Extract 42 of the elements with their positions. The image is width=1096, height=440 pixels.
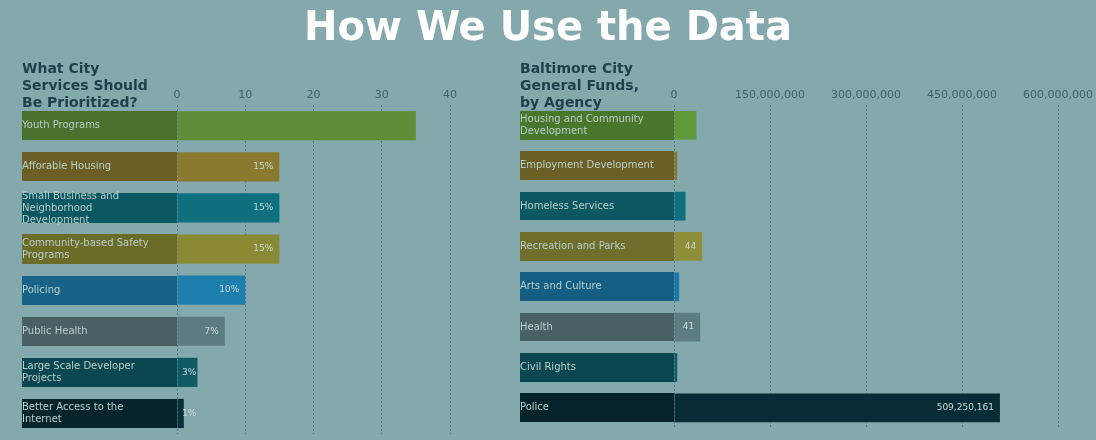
bar <box>177 398 184 429</box>
y-tick-label: Police <box>520 401 549 413</box>
data-label: 15% <box>253 202 274 213</box>
data-label: 10% <box>219 284 240 295</box>
x-tick-label: 300,000,000 <box>831 88 901 102</box>
y-tick-label: Recreation and Parks <box>520 240 626 252</box>
y-tick-label: Policing <box>22 283 61 295</box>
y-tick-label: Youth Programs <box>21 119 101 131</box>
bar <box>674 191 686 221</box>
text: How We Use the Data <box>303 2 793 51</box>
y-tick-label: Public Health <box>22 324 88 336</box>
x-tick-label: 10 <box>238 88 253 102</box>
y-tick-label: Afforable Housing <box>22 160 112 172</box>
y-tick-label: Community-based Safety Programs <box>22 236 149 260</box>
y-tick-label: Homeless Services <box>520 199 615 211</box>
data-label: 15% <box>253 161 274 172</box>
y-tick-label: Better Access to the Internet <box>22 401 124 425</box>
x-tick-label: 30 <box>374 88 389 102</box>
y-tick-label: Civil Rights <box>520 361 576 373</box>
chart-title: Baltimore City General Funds, by Agency <box>520 60 640 111</box>
chart-title: What City Services Should Be Prioritized? <box>22 60 149 111</box>
data-label: 15% <box>253 243 274 254</box>
y-tick-label: Large Scale Developer Projects <box>22 359 136 383</box>
bar <box>674 232 703 261</box>
x-tick-label: 0 <box>173 88 181 102</box>
y-tick-label: Health <box>520 320 553 332</box>
x-tick-label: 40 <box>443 88 457 102</box>
x-tick-label: 450,000,000 <box>927 88 997 102</box>
annotation: 41 <box>682 321 695 332</box>
y-tick-label: Employment Development <box>520 159 654 171</box>
data-label: 7% <box>204 325 220 336</box>
x-tick-label: 150,000,000 <box>735 88 805 102</box>
x-tick-label: 20 <box>306 88 321 102</box>
bar <box>674 111 697 140</box>
x-tick-label: 600,000,000 <box>1023 88 1093 102</box>
y-tick-label: Small Business and Neighborhood Development <box>22 189 120 225</box>
y-tick-label: Arts and Culture <box>520 280 602 292</box>
data-label: 509,250,161 <box>936 402 994 413</box>
y-tick-label: Housing and Community Development <box>520 112 644 136</box>
x-tick-label: 0 <box>670 88 678 102</box>
data-label: 3% <box>182 366 197 377</box>
annotation: 44 <box>684 240 697 251</box>
